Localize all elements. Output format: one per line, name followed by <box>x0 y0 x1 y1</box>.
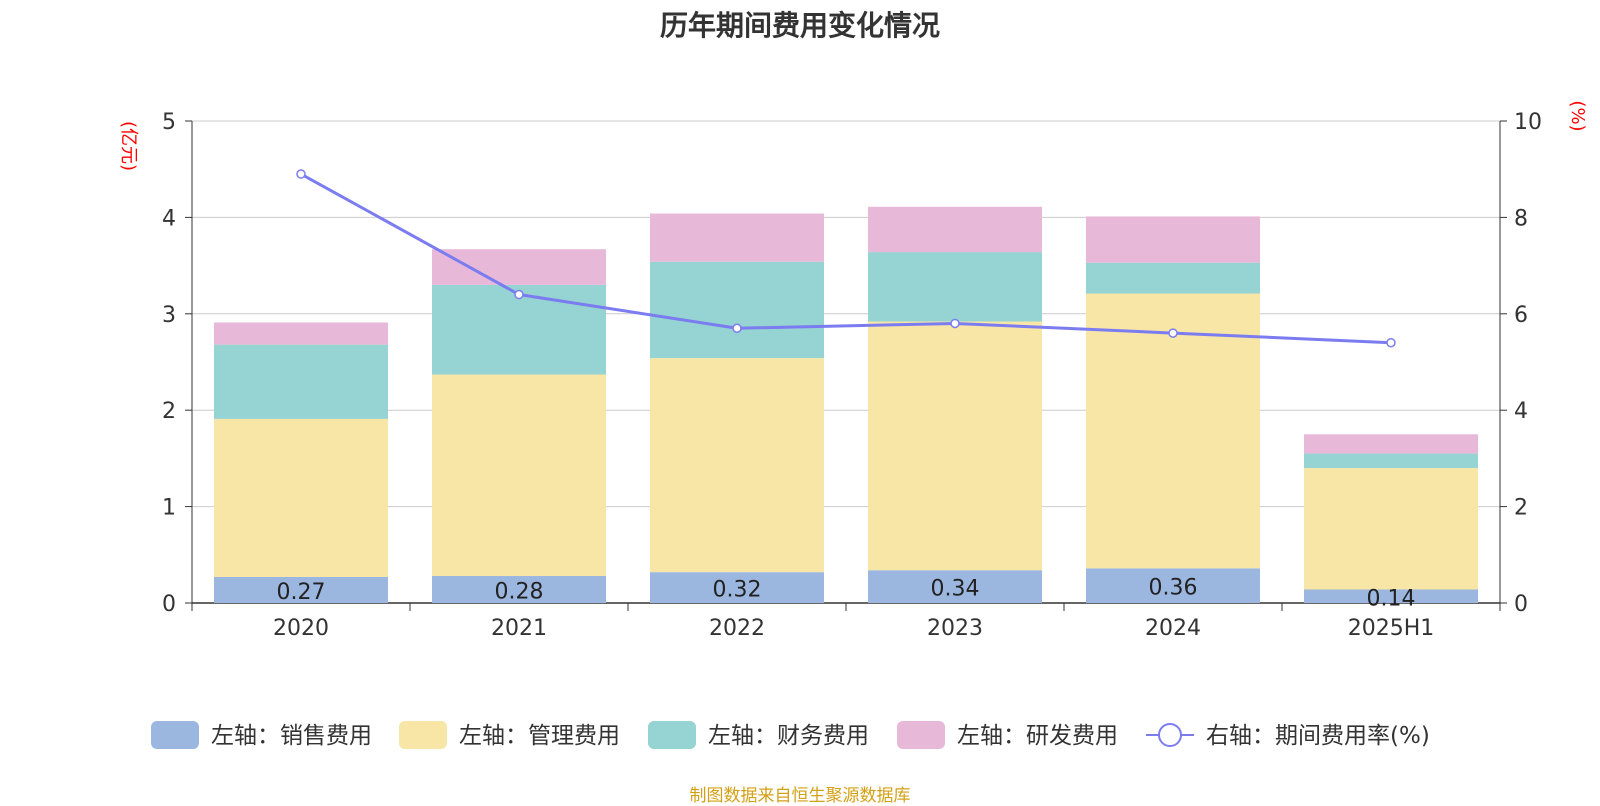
legend-swatch <box>151 721 199 749</box>
legend-label: 左轴：销售费用 <box>211 723 372 749</box>
bar-segment <box>1304 468 1478 590</box>
bar-segment <box>868 252 1042 322</box>
legend-swatch <box>648 721 696 749</box>
rate-point <box>514 289 524 300</box>
rate-point <box>296 169 306 179</box>
bar-data-label: 0.14 <box>1367 586 1416 611</box>
chart-title: 历年期间费用变化情况 <box>659 9 940 42</box>
x-axis-tick-label: 2023 <box>927 616 983 641</box>
bar-segment <box>432 576 606 603</box>
x-axis-tick-label: 2025H1 <box>1348 616 1435 641</box>
bar-data-label: 0.27 <box>277 580 326 605</box>
bar-segment <box>650 572 824 603</box>
bar-segment <box>432 374 606 577</box>
bar-segment <box>1086 262 1260 294</box>
right-axis-unit: (%) <box>1567 100 1588 131</box>
x-axis-tick-label: 2021 <box>491 616 547 641</box>
bar-segment <box>214 322 388 345</box>
right-axis-tick-label: 8 <box>1514 206 1528 231</box>
legend-swatch <box>399 721 447 749</box>
bar-segment <box>650 213 824 262</box>
chart-canvas: 0 1 2 3 4 5 0 2 4 6 8 10 (亿元) (%) 2020 2021 2022 2023 2024… <box>118 100 1588 749</box>
bar-data-label: 0.32 <box>713 578 762 603</box>
left-axis-tick-label: 2 <box>162 399 176 424</box>
source-note: 制图数据来自恒生聚源数据库 <box>689 786 911 806</box>
bar-segment <box>1086 216 1260 263</box>
right-axis-tick-label: 4 <box>1514 399 1528 424</box>
bar-segment <box>1304 453 1478 469</box>
legend-label: 左轴：管理费用 <box>459 723 620 749</box>
bar-segment <box>214 344 388 419</box>
bar-segment <box>868 206 1042 253</box>
rate-line <box>300 172 1392 345</box>
left-axis-unit: (亿元) <box>118 121 139 171</box>
rate-point <box>1386 337 1396 348</box>
bar-segment <box>214 418 388 577</box>
bar-segment <box>214 576 388 603</box>
bar-segment <box>1304 589 1478 603</box>
legend-marker <box>1158 723 1182 747</box>
legend-label: 右轴：期间费用率(%) <box>1206 723 1430 749</box>
right-axis-tick-label: 6 <box>1514 303 1528 328</box>
bar-data-label: 0.34 <box>931 577 980 602</box>
legend-swatch <box>897 721 945 749</box>
bar-segment <box>868 570 1042 603</box>
rate-point <box>950 318 960 329</box>
bar-segment <box>1086 293 1260 569</box>
x-axis-tick-label: 2022 <box>709 616 765 641</box>
rate-point <box>732 323 742 334</box>
bar-data-label: 0.28 <box>495 580 544 605</box>
left-axis-tick-label: 1 <box>162 496 176 521</box>
right-axis-tick-label: 2 <box>1514 496 1528 521</box>
right-axis-tick-label: 0 <box>1514 592 1528 617</box>
x-axis-tick-label: 2020 <box>273 616 329 641</box>
bar-segment <box>1086 568 1260 603</box>
legend-label: 左轴：财务费用 <box>708 723 869 749</box>
bar-segment <box>1304 434 1478 454</box>
legend-label: 左轴：研发费用 <box>957 723 1118 749</box>
x-axis-tick-label: 2024 <box>1145 616 1201 641</box>
bar-segment <box>868 321 1042 571</box>
rate-point <box>1168 328 1178 338</box>
left-axis-tick-label: 3 <box>162 303 176 328</box>
bar-segment <box>650 358 824 573</box>
bar-segment <box>432 249 606 285</box>
left-axis-tick-label: 4 <box>162 206 176 231</box>
left-axis-tick-label: 0 <box>162 592 176 617</box>
bar-segment <box>650 261 824 359</box>
bar-data-label: 0.36 <box>1149 576 1198 601</box>
left-axis-tick-label: 5 <box>162 110 176 135</box>
right-axis-tick-label: 10 <box>1514 110 1542 135</box>
bar-segment <box>432 284 606 375</box>
